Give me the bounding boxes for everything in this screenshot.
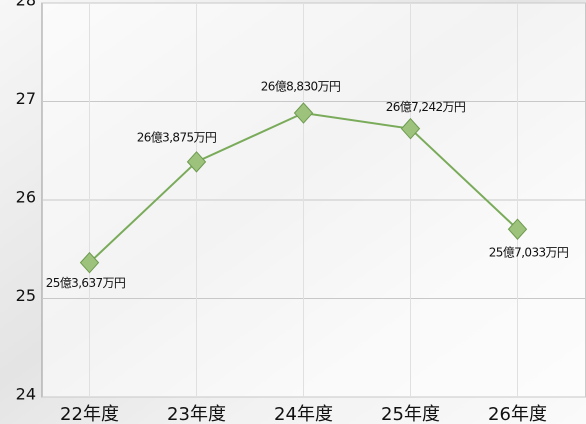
value-label: 26億3,875万円 xyxy=(137,130,217,144)
y-tick-label: 28 xyxy=(16,0,36,10)
y-tick-label: 27 xyxy=(16,89,36,108)
y-tick-label: 26 xyxy=(16,188,36,207)
y-tick-label: 25 xyxy=(16,286,36,305)
y-tick-label: 24 xyxy=(16,385,36,404)
x-tick-label: 23年度 xyxy=(167,404,226,424)
chart: 24 25 26 27 28 22年度 23年度 24年度 25年度 26年度 25億3,637万円… xyxy=(0,0,586,424)
value-label: 26億8,830万円 xyxy=(261,80,341,94)
value-label: 26億7,242万円 xyxy=(386,100,466,114)
value-label: 25億7,033万円 xyxy=(489,246,569,260)
x-tick-label: 26年度 xyxy=(488,404,547,424)
value-label: 25億3,637万円 xyxy=(46,276,126,290)
x-tick-label: 24年度 xyxy=(274,404,333,424)
x-tick-label: 22年度 xyxy=(60,404,119,424)
x-tick-label: 25年度 xyxy=(381,404,440,424)
